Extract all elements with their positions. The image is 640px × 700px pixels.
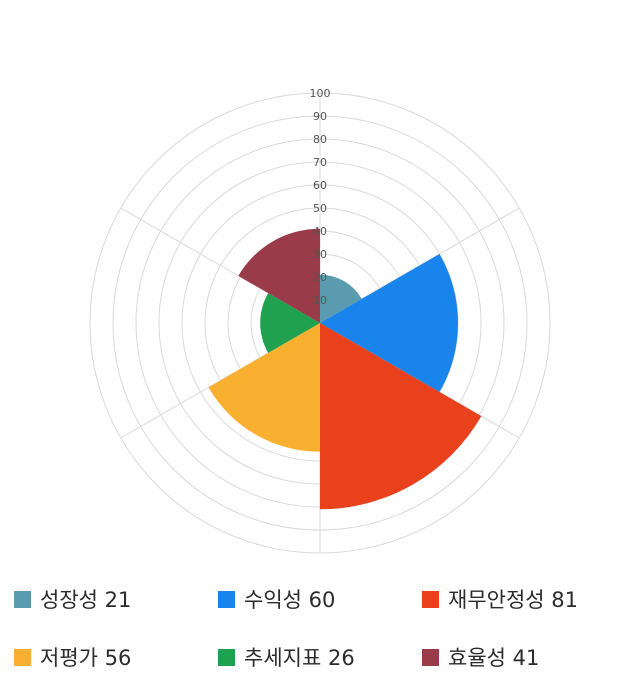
radial-tick-label-40: 40 xyxy=(313,225,327,238)
legend-swatch-icon-1 xyxy=(218,590,235,608)
legend-item-3[interactable]: 저평가 56 xyxy=(14,642,218,672)
radial-tick-label-10: 10 xyxy=(313,294,327,307)
sector-효율성[interactable] xyxy=(238,228,320,323)
sector-재무안정성[interactable] xyxy=(320,323,482,510)
radial-tick-label-80: 80 xyxy=(313,133,327,146)
chart-svg: 100 90 80 70 60 50 40 30 20 10 xyxy=(89,87,551,554)
legend-swatch-icon-3 xyxy=(14,648,31,666)
chart-sectors xyxy=(208,228,482,510)
polar-area-chart: 100 90 80 70 60 50 40 30 20 10 xyxy=(89,87,551,554)
sector-성장성[interactable] xyxy=(320,274,362,323)
radial-tick-label-50: 50 xyxy=(313,202,327,215)
legend-swatch-icon-5 xyxy=(422,648,439,666)
legend-swatch-icon-2 xyxy=(422,590,439,608)
radial-tick-label-70: 70 xyxy=(313,156,327,169)
radial-tick-label-30: 30 xyxy=(313,248,327,261)
legend-item-2[interactable]: 재무안정성 81 xyxy=(422,584,626,614)
radial-tick-label-90: 90 xyxy=(313,110,327,123)
legend-label-1: 수익성 60 xyxy=(244,588,336,612)
legend-row-2: 저평가 56 추세지표 26 효율성 41 xyxy=(14,628,626,686)
chart-legend: 성장성 21 수익성 60 재무안정성 81 저평가 56 추세지표 26 xyxy=(0,560,640,700)
sector-저평가[interactable] xyxy=(208,323,320,452)
legend-label-3: 저평가 56 xyxy=(40,646,132,670)
legend-item-4[interactable]: 추세지표 26 xyxy=(218,642,422,672)
legend-label-5: 효율성 41 xyxy=(448,646,540,670)
legend-swatch-icon-0 xyxy=(14,590,31,608)
legend-item-1[interactable]: 수익성 60 xyxy=(218,584,422,614)
radial-tick-labels: 100 90 80 70 60 50 40 30 20 10 xyxy=(310,87,331,307)
legend-label-2: 재무안정성 81 xyxy=(448,588,578,612)
legend-row-1: 성장성 21 수익성 60 재무안정성 81 xyxy=(14,570,626,628)
legend-label-4: 추세지표 26 xyxy=(244,646,355,670)
sector-추세지표[interactable] xyxy=(260,293,320,353)
sector-수익성[interactable] xyxy=(320,254,458,392)
legend-item-0[interactable]: 성장성 21 xyxy=(14,584,218,614)
radial-tick-label-60: 60 xyxy=(313,179,327,192)
radial-tick-label-20: 20 xyxy=(313,271,327,284)
legend-label-0: 성장성 21 xyxy=(40,588,132,612)
radial-tick-label-100: 100 xyxy=(310,87,331,100)
legend-swatch-icon-4 xyxy=(218,648,235,666)
legend-item-5[interactable]: 효율성 41 xyxy=(422,642,626,672)
